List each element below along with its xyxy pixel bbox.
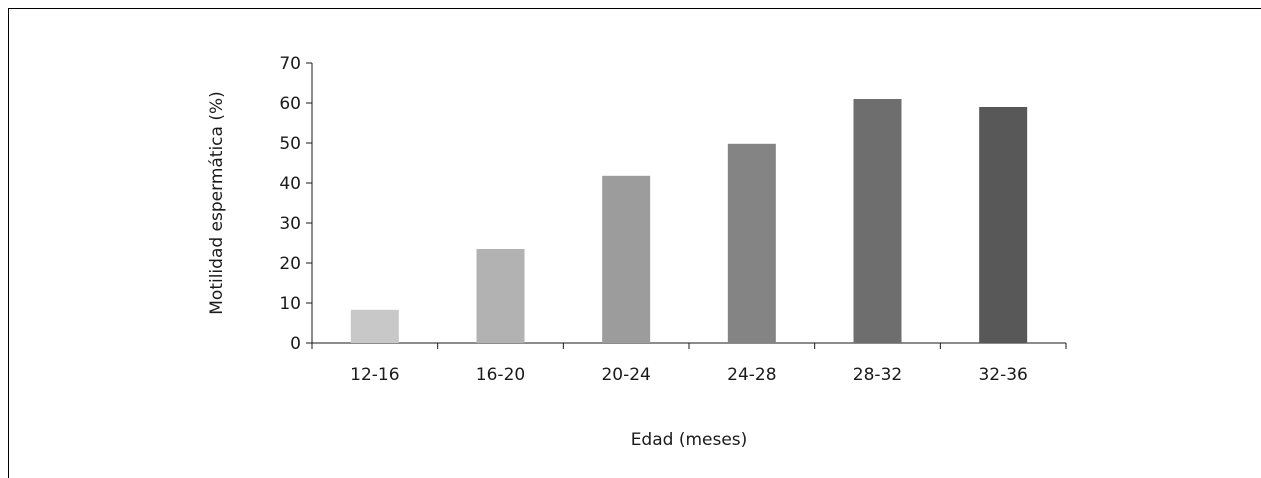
y-tick-label: 30 (279, 214, 301, 234)
figure-frame (8, 8, 1261, 478)
y-tick-label: 10 (279, 294, 301, 314)
bar-20-24 (602, 175, 651, 343)
x-tick-labels: 12-16 16-20 20-24 24-28 28-32 32-36 (350, 365, 1028, 385)
bar-12-16 (350, 309, 399, 343)
y-tick-label: 40 (279, 174, 301, 194)
x-tick-label: 16-20 (476, 365, 525, 385)
bars (350, 99, 1028, 343)
bar-32-36 (979, 107, 1028, 343)
x-tick-label: 20-24 (601, 365, 650, 385)
x-tick-label: 32-36 (978, 365, 1027, 385)
y-tick-label: 70 (279, 54, 301, 74)
bar-24-28 (727, 143, 776, 343)
x-axis (311, 342, 1067, 349)
y-tick-label: 20 (279, 254, 301, 274)
y-tick-labels: 0 10 20 30 40 50 60 70 (279, 54, 301, 354)
x-tick-label: 28-32 (853, 365, 902, 385)
bar-16-20 (476, 249, 525, 343)
bar-28-32 (853, 99, 902, 343)
x-tick-label: 24-28 (727, 365, 776, 385)
y-axis (306, 62, 313, 344)
y-tick-label: 50 (279, 134, 301, 154)
y-tick-label: 0 (290, 334, 301, 354)
x-axis-title: Edad (meses) (631, 430, 748, 450)
y-axis-title: Motilidad espermática (%) (207, 91, 227, 315)
x-tick-label: 12-16 (350, 365, 399, 385)
y-tick-label: 60 (279, 94, 301, 114)
